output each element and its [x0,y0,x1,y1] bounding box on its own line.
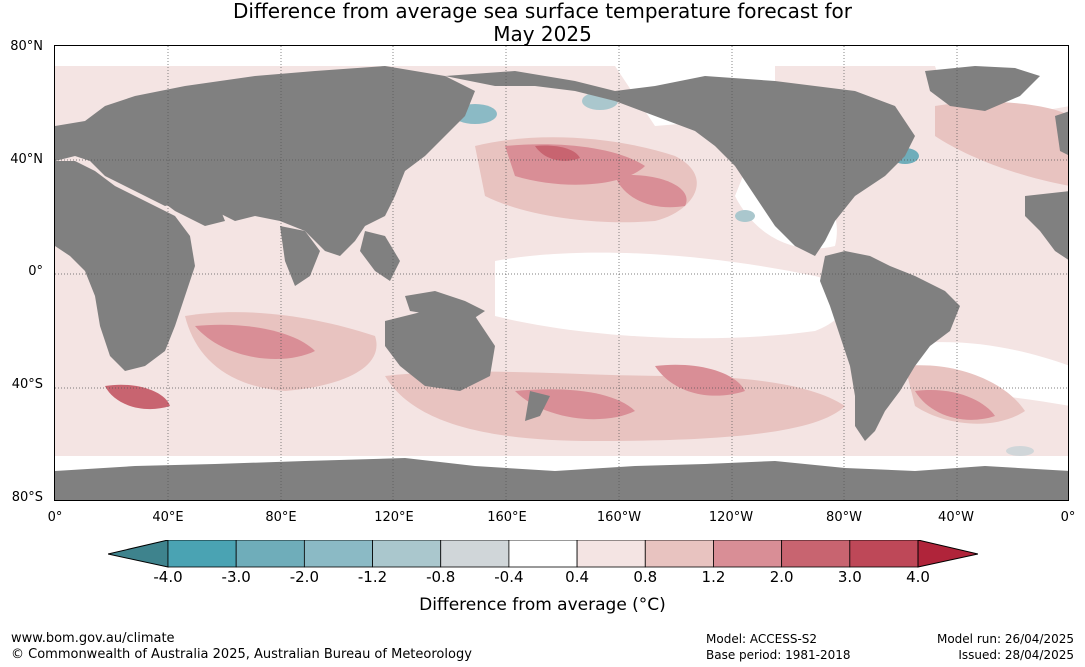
colorbar-segment [508,540,578,568]
lon-label-160w: 160°W [596,510,642,525]
south-atlantic-warm-core [915,390,995,420]
title-line-2: May 2025 [493,22,592,46]
lon-label-0-right: 0° [1060,510,1076,525]
model-name: Model: ACCESS-S2 [706,632,818,646]
australia-landmass [385,306,495,391]
baja-cool-spot [735,210,755,222]
colorbar-tick-label: -0.4 [494,568,524,586]
title-line-1: Difference from average sea surface temp… [232,0,852,23]
lon-label-160e: 160°E [487,510,527,525]
south-atlantic-normal [895,342,1068,406]
colorbar-segment [235,540,305,568]
lon-label-80w: 80°W [826,510,862,525]
lon-label-120w: 120°W [708,510,754,525]
kuroshio-warm-core [505,144,645,185]
sst-anomaly-map[interactable] [54,45,1069,501]
issued-date: Issued: 28/04/2025 [958,648,1074,662]
antarctica-landmass [55,458,1068,500]
colorbar-tick-label: 0.8 [633,568,658,586]
graticule [55,46,1068,500]
colorbar-segment [576,540,646,568]
africa-landmass [55,161,195,371]
colorbar-tick-label: 0.4 [565,568,590,586]
colorbar-tick-label: -1.2 [357,568,388,586]
indochina-landmass [360,231,400,281]
kuroshio-strong-core [535,145,580,161]
colorbar-segment [303,540,373,568]
west-africa-east-edge-landmass [1025,191,1068,260]
colorbar-segment [713,540,783,568]
indian-ocean-warm-core [195,324,315,359]
europe-east-edge-landmass [1055,111,1068,155]
colorbar-tick-label: -0.8 [426,568,456,586]
colorbar-label: Difference from average (°C) [419,595,666,615]
colorbar-over-triangle [917,540,978,568]
colorbar-segment [849,540,919,568]
colorbar-segment [372,540,442,568]
colorbar-tick-label: -3.0 [221,568,251,586]
lon-label-40e: 40°E [152,510,184,525]
south-pacific-warm-core [655,364,745,396]
colorbar-under-triangle [108,540,169,568]
north-pacific-warm-core [615,175,687,208]
north-america-landmass [445,71,915,256]
eurasia-landmass [55,66,475,256]
india-landmass [280,226,320,286]
colorbar-tick-label: 3.0 [837,568,862,586]
colorbar-tick-label: -2.0 [289,568,319,586]
colorbar-segment [440,540,510,568]
lat-label-equator: 0° [28,264,43,279]
weddell-cool-spot [1006,446,1034,456]
land-layer [55,66,1068,500]
lon-label-40w: 40°W [938,510,974,525]
copyright-text: © Commonwealth of Australia 2025, Austra… [11,647,472,662]
lon-label-120e: 120°E [374,510,414,525]
north-atlantic-warm [935,101,1068,186]
base-period: Base period: 1981-2018 [706,648,851,662]
colorbar-segment [167,540,237,568]
colorbar-tick-label: -4.0 [153,568,183,586]
lat-label-40s: 40°S [11,377,43,392]
map-canvas [55,46,1068,500]
colorbar-segment [781,540,851,568]
lat-label-80s: 80°S [11,490,43,505]
colorbar-segment [644,540,714,568]
agulhas-warm-core [105,384,170,410]
lon-label-0-left: 0° [47,510,63,525]
south-america-landmass [820,251,960,441]
lon-label-80e: 80°E [265,510,297,525]
map-title: Difference from average sea surface temp… [0,0,1085,46]
colorbar-tick-label: 1.2 [701,568,726,586]
new-zealand-landmass [525,391,550,421]
model-run-date: Model run: 26/04/2025 [936,632,1074,646]
lat-label-40n: 40°N [10,152,43,167]
greenland-landmass [925,66,1040,111]
colorbar [108,540,978,568]
arabia-landmass [145,176,225,226]
website-link[interactable]: www.bom.gov.au/climate [11,631,175,646]
colorbar-tick-label: 4.0 [906,568,930,586]
colorbar-tick-label: 2.0 [769,568,794,586]
lat-label-80n: 80°N [10,39,43,54]
